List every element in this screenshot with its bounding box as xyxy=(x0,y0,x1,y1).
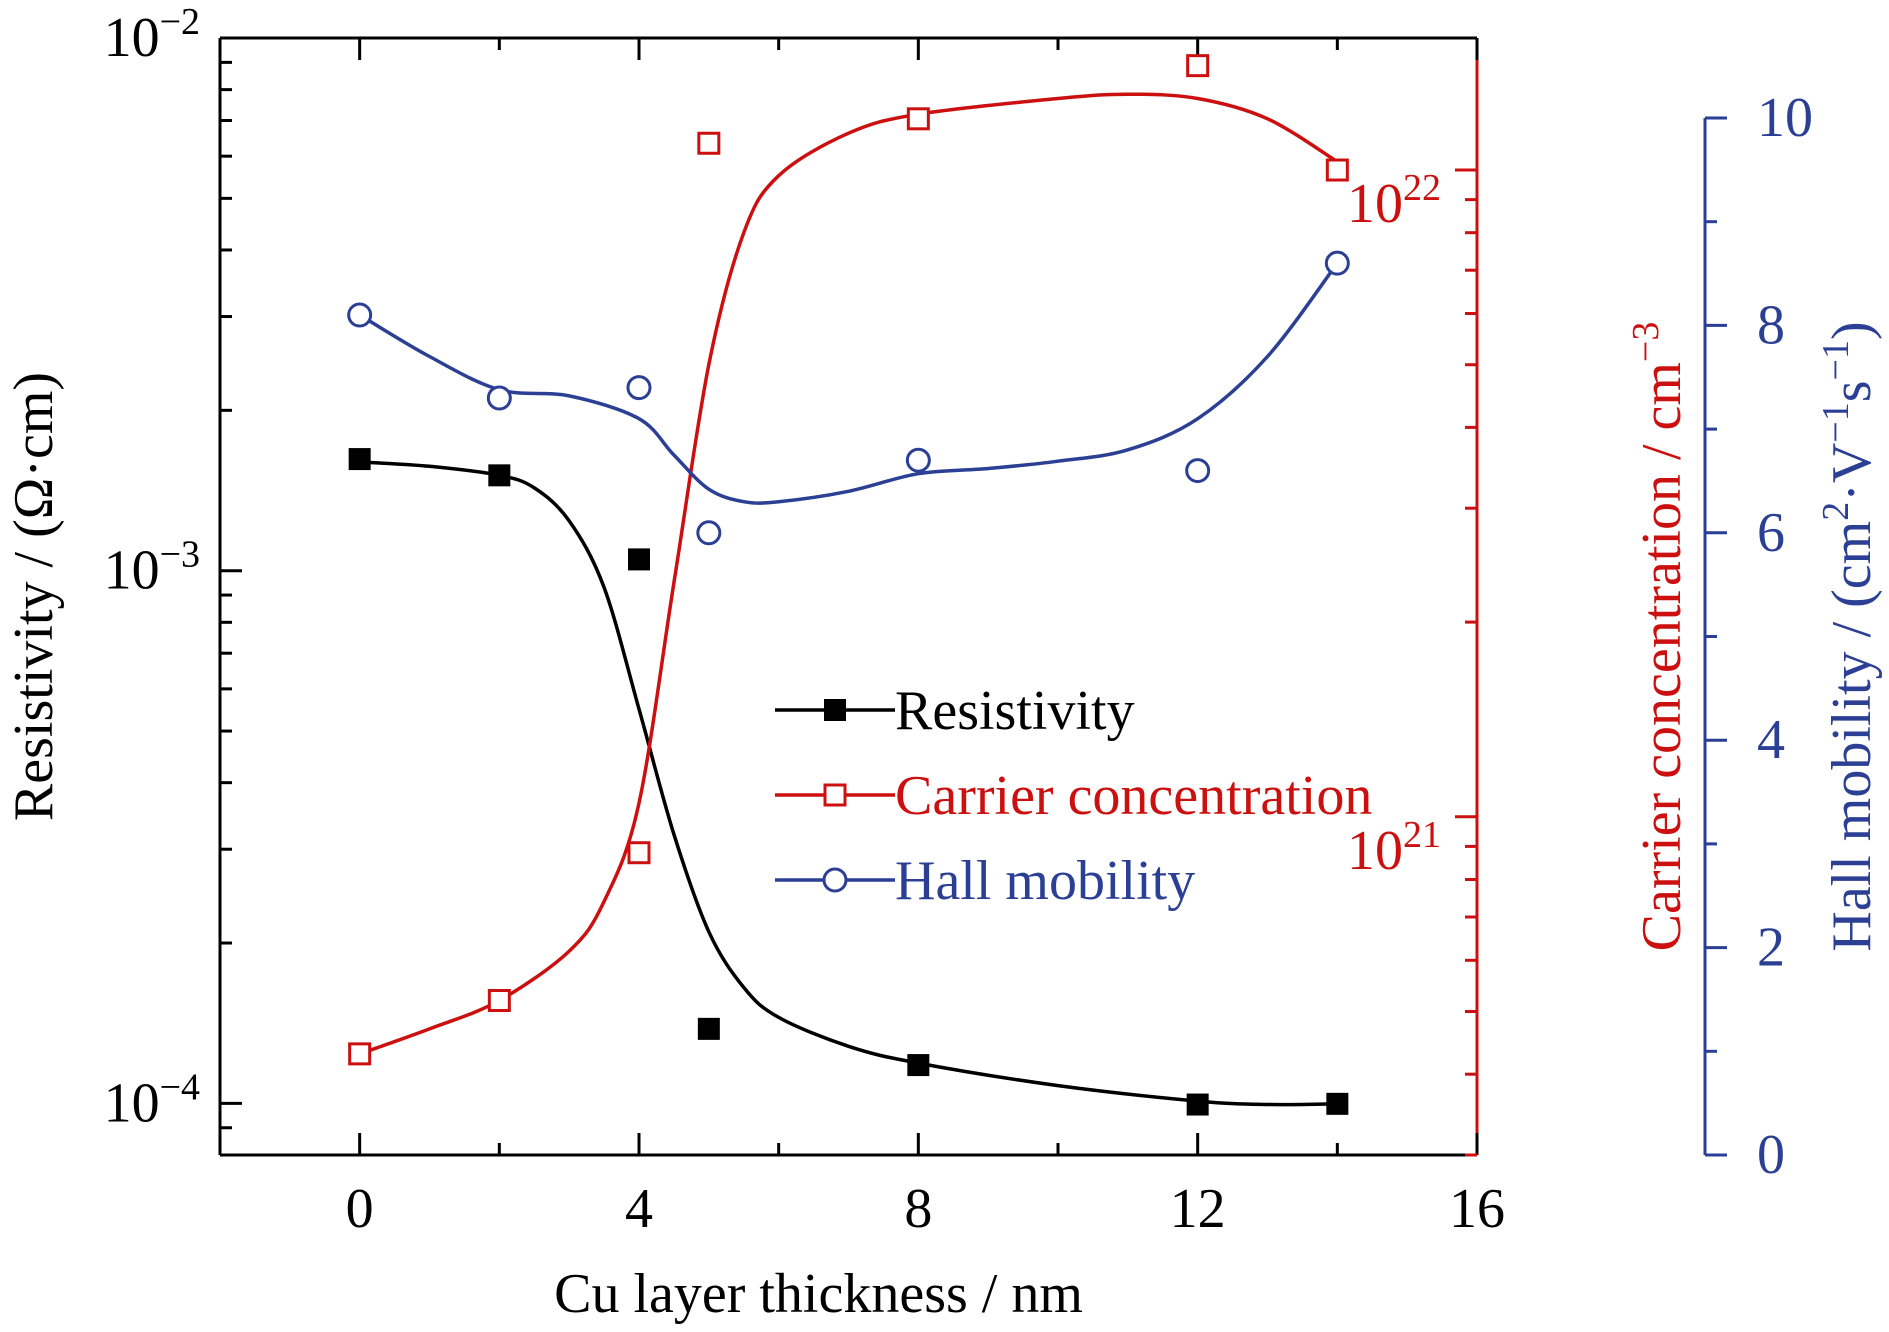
x-tick-label: 0 xyxy=(346,1178,374,1240)
y-right2-tick-label: 6 xyxy=(1757,502,1785,564)
legend-label: Carrier concentration xyxy=(895,765,1372,827)
data-point-resistivity xyxy=(1326,1092,1349,1115)
y-right1-tick-label: 1022 xyxy=(1347,167,1441,235)
data-point-mobility xyxy=(626,375,652,401)
data-point-carrier xyxy=(1186,54,1210,78)
y-right2-tick-label: 8 xyxy=(1757,294,1785,356)
y-left-tick-label: 10−4 xyxy=(104,1066,200,1134)
legend-marker xyxy=(822,867,848,893)
data-point-resistivity xyxy=(348,448,371,471)
data-point-mobility xyxy=(486,385,512,411)
axis-labels: 0 4 8 12 16 10−2 10−3 10−4 1022 1021 0 2 4 6 8 10 Cu lay… xyxy=(3,1,1883,1325)
legend-marker xyxy=(823,783,847,807)
legend-label: Hall mobility xyxy=(895,850,1195,912)
y-right2-tick-label: 4 xyxy=(1757,709,1785,771)
y-right1-axis-title: Carrier concentration / cm−3 xyxy=(1625,322,1693,952)
data-point-mobility xyxy=(1185,458,1211,484)
legend: Resistivity Carrier concentration Hall mob… xyxy=(775,680,1372,912)
curves xyxy=(358,92,1339,1107)
y-right2-tick-label: 2 xyxy=(1757,917,1785,979)
data-point-resistivity xyxy=(1186,1093,1209,1116)
legend-marker xyxy=(824,699,846,721)
y-left-tick-label: 10−2 xyxy=(104,1,200,69)
data-point-carrier xyxy=(1325,158,1349,182)
data-point-carrier xyxy=(697,131,721,155)
series-line-2 xyxy=(358,262,1339,505)
series-line-1 xyxy=(359,92,1339,1056)
x-axis-title: Cu layer thickness / nm xyxy=(554,1263,1083,1325)
y-right2-axis-title: Hall mobility / (cm2·V−1s−1) xyxy=(1815,321,1883,951)
y-left-axis-title: Resistivity / (Ω·cm) xyxy=(3,372,65,821)
data-point-mobility xyxy=(905,447,931,473)
data-point-mobility xyxy=(1324,250,1350,276)
x-tick-label: 8 xyxy=(904,1178,932,1240)
legend-label: Resistivity xyxy=(895,680,1135,742)
y-right2-tick-label: 0 xyxy=(1757,1124,1785,1186)
data-point-resistivity xyxy=(907,1054,930,1077)
data-markers xyxy=(347,54,1350,1116)
data-point-resistivity xyxy=(628,548,650,571)
y-left-tick-label: 10−3 xyxy=(104,534,200,602)
data-point-carrier xyxy=(627,841,651,865)
data-point-carrier xyxy=(487,988,511,1012)
data-point-carrier xyxy=(906,107,930,131)
x-tick-label: 4 xyxy=(625,1178,653,1240)
x-tick-label: 16 xyxy=(1449,1178,1505,1240)
series-line-0 xyxy=(359,460,1338,1107)
axes-frame xyxy=(218,36,1727,1157)
y-right1-tick-label: 1021 xyxy=(1347,814,1441,882)
data-point-resistivity xyxy=(488,464,511,487)
x-tick-label: 12 xyxy=(1170,1178,1226,1240)
data-point-mobility xyxy=(347,302,373,328)
y-right2-tick-label: 10 xyxy=(1757,87,1813,149)
data-point-resistivity xyxy=(697,1017,720,1040)
data-point-carrier xyxy=(348,1042,372,1066)
data-point-mobility xyxy=(696,520,722,546)
